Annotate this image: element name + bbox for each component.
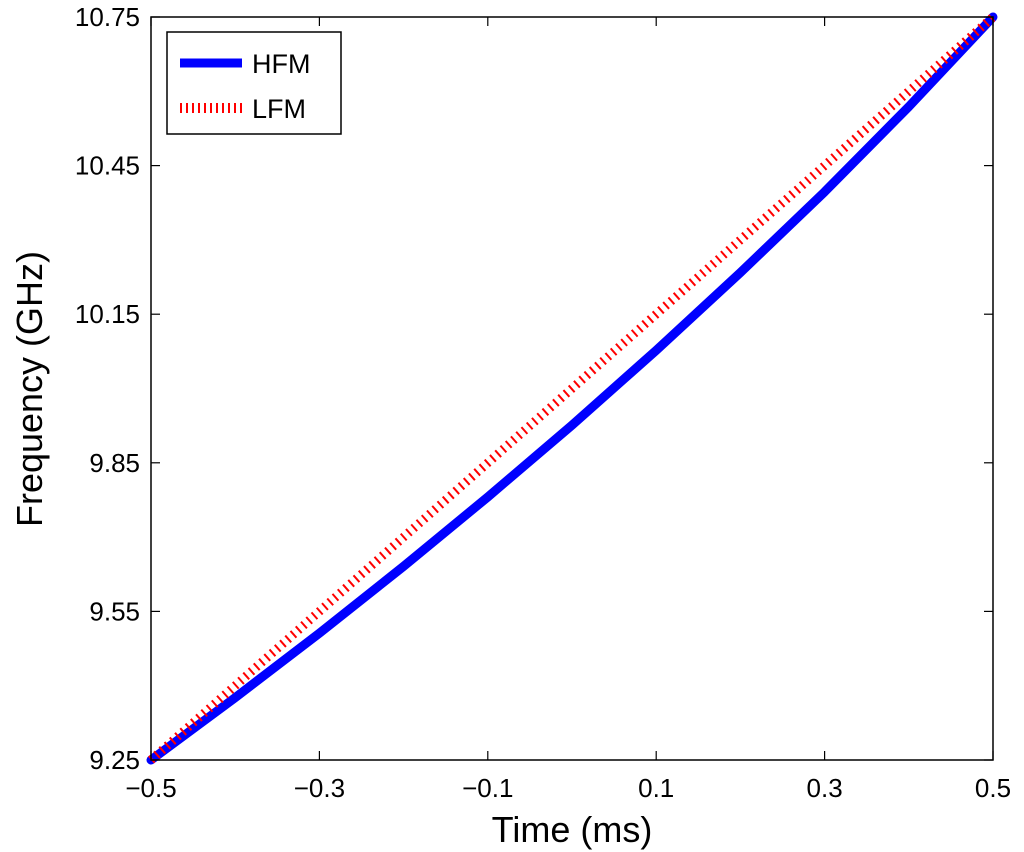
legend-box <box>166 31 342 135</box>
y-tick-label: 9.55 <box>89 596 140 626</box>
series-line-lfm <box>148 13 996 764</box>
y-axis-label: Frequency (GHz) <box>9 251 50 527</box>
y-tick-label: 9.25 <box>89 745 140 775</box>
x-tick-label: 0.1 <box>638 773 674 803</box>
x-axis-label: Time (ms) <box>492 809 653 850</box>
plot-lines <box>146 12 998 765</box>
x-tick-label: −0.5 <box>125 773 176 803</box>
series-line-hfm <box>146 12 998 765</box>
legend-lfm-label: LFM <box>252 94 306 124</box>
y-tick-label: 10.15 <box>75 299 140 329</box>
x-tick-label: 0.5 <box>975 773 1011 803</box>
tick-labels: −0.5 −0.3 −0.1 0.1 0.3 0.5 9.25 9.55 9.85 10.15 10… <box>75 2 1011 803</box>
x-tick-label: −0.1 <box>462 773 513 803</box>
y-tick-label: 10.45 <box>75 151 140 181</box>
plot-frame <box>150 16 994 761</box>
x-tick-label: 0.3 <box>807 773 843 803</box>
x-tick-label: −0.3 <box>294 773 345 803</box>
y-tick-label: 10.75 <box>75 2 140 32</box>
legend-hfm-label: HFM <box>252 49 310 79</box>
legend: HFM LFM <box>166 31 342 135</box>
y-tick-label: 9.85 <box>89 448 140 478</box>
